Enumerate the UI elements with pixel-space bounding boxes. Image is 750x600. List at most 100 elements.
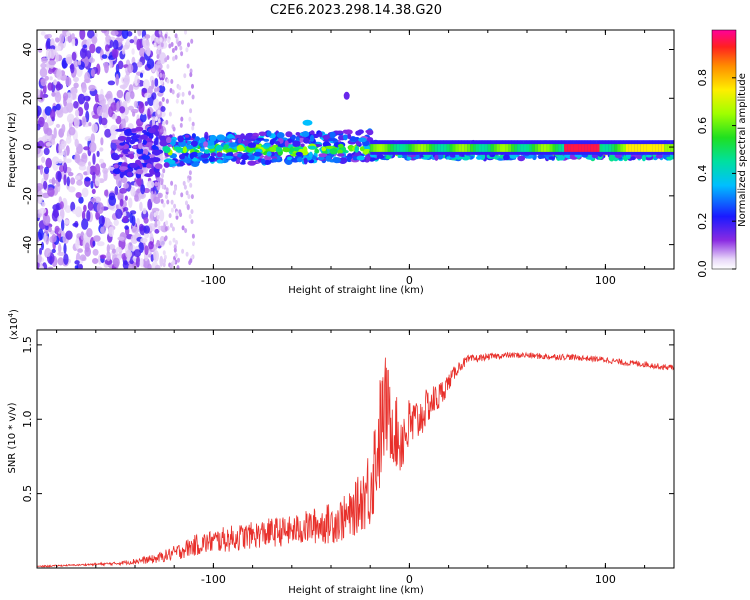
spectrogram-cell — [160, 42, 164, 48]
spectrogram-cell — [191, 125, 195, 131]
spectrogram-cell — [63, 174, 67, 186]
spectrogram-cell — [104, 61, 109, 74]
spectrogram-cell — [154, 222, 158, 228]
spectrogram-cell — [399, 144, 403, 152]
spectrogram-cell — [176, 265, 180, 269]
spectrogram-cell — [45, 248, 51, 257]
spectrogram-cell — [165, 220, 169, 226]
spectrogram-cell — [79, 254, 87, 261]
spectrogram-cell — [45, 48, 52, 60]
spectrogram-cell — [584, 144, 588, 152]
spectrogram-cell — [53, 208, 59, 219]
spectrogram-cell — [226, 152, 234, 157]
spectrogram-cell — [608, 144, 612, 152]
spectrogram-cell — [502, 144, 506, 152]
spectrogram-cell — [174, 54, 178, 60]
spectrogram-cell — [178, 85, 182, 91]
spectrogram-cell — [163, 258, 167, 264]
spectrogram-cell — [131, 215, 136, 227]
spectrogram-cell — [40, 31, 46, 36]
spectrogram-cell — [143, 79, 150, 90]
spectrogram-cell — [247, 160, 257, 166]
spectrogram-cell — [464, 155, 471, 160]
spectrogram-cell — [208, 155, 215, 162]
spectrogram-cell — [146, 180, 155, 189]
spectrogram-cell — [92, 240, 96, 247]
spectrogram-cell — [86, 228, 93, 238]
spectrogram-cell — [461, 144, 465, 152]
spectrogram-cell — [46, 37, 52, 50]
spectrogram-cell — [134, 138, 139, 142]
spectrogram-cell — [83, 204, 87, 212]
spectrogram-cell — [379, 144, 383, 152]
spectrogram-cell — [122, 215, 129, 223]
spectrogram-cell — [191, 94, 195, 100]
spectrogram-cell — [163, 146, 171, 154]
spectrogram-cell — [51, 177, 56, 186]
spectrogram-cell — [122, 48, 126, 55]
spectrogram-cell — [189, 152, 194, 160]
spectrogram-cell — [356, 155, 365, 161]
spectrogram-cell — [215, 144, 224, 152]
colorbar-label: Normalized spectral amplitude — [737, 73, 748, 227]
spectrogram-cell — [54, 91, 62, 103]
spectrogram-cell — [426, 144, 430, 152]
spectrogram-cell — [93, 235, 101, 242]
spectrogram-cell — [84, 177, 91, 182]
spectrogram-cell — [235, 159, 241, 165]
spectrogram-cell — [628, 144, 633, 152]
spectrogram-cell — [123, 207, 129, 212]
spectrogram-cell — [185, 190, 189, 196]
spectrogram-cell — [192, 241, 195, 247]
spectrogram-cell — [593, 144, 597, 152]
spectrogram-cell — [142, 139, 147, 146]
spectrogram-cell — [172, 56, 176, 62]
spectrogram-cell — [157, 59, 161, 65]
spectrogram-cell — [153, 140, 158, 146]
spectrogram-cell — [390, 144, 394, 152]
spectrogram-marks — [37, 30, 674, 269]
spectrogram-cell — [596, 144, 600, 152]
spectrogram-cell — [324, 145, 334, 149]
spectrogram-cell — [114, 186, 119, 196]
spectrogram-cell — [91, 123, 99, 133]
spectrogram-cell — [140, 184, 146, 195]
spectrogram-cell — [174, 259, 178, 265]
spectrogram-cell — [160, 79, 164, 85]
snr-x-ticks: -100 0 100 — [56, 330, 646, 586]
spectrogram-cell — [269, 146, 277, 152]
y-tick-label: -40 — [21, 236, 34, 254]
spectrogram-cell — [104, 258, 113, 265]
spectrogram-cell — [155, 37, 159, 43]
spectrogram-cell — [170, 207, 174, 213]
spectrogram-cell — [84, 242, 90, 253]
spectrogram-cell — [165, 98, 169, 104]
spectrogram-cell — [166, 199, 170, 205]
spectrogram-cell — [49, 76, 53, 81]
spectrogram-cell — [179, 45, 183, 51]
spectrogram-cell — [74, 265, 79, 269]
spectrogram-cell — [314, 148, 320, 154]
spectrogram-cell — [271, 158, 278, 163]
colorbar-tick-label: 0.4 — [696, 165, 709, 183]
spectrogram-cell — [179, 154, 185, 160]
spectrogram-cell — [153, 250, 160, 262]
spectrogram-cell — [77, 93, 86, 105]
spectrogram-cell — [127, 63, 134, 74]
spectrogram-cell — [645, 154, 652, 158]
spectrogram-cell — [63, 243, 67, 255]
spectrogram-cell — [71, 38, 76, 47]
spectrogram-cell — [161, 97, 165, 102]
spectrogram-cell — [261, 158, 266, 165]
spectrogram-cell — [157, 118, 161, 124]
spectrogram-cell — [82, 44, 88, 49]
spectrogram-cell — [42, 214, 51, 226]
spectrogram-cell — [255, 149, 263, 153]
spectrogram-cell — [55, 123, 61, 128]
spectrogram-cell — [108, 195, 117, 206]
spectrogram-cell — [38, 47, 43, 53]
x-tick-label: -100 — [201, 274, 226, 287]
spectrogram-cell — [397, 154, 402, 158]
spectrogram-cell — [151, 79, 155, 90]
spectrogram-cell — [164, 194, 168, 200]
